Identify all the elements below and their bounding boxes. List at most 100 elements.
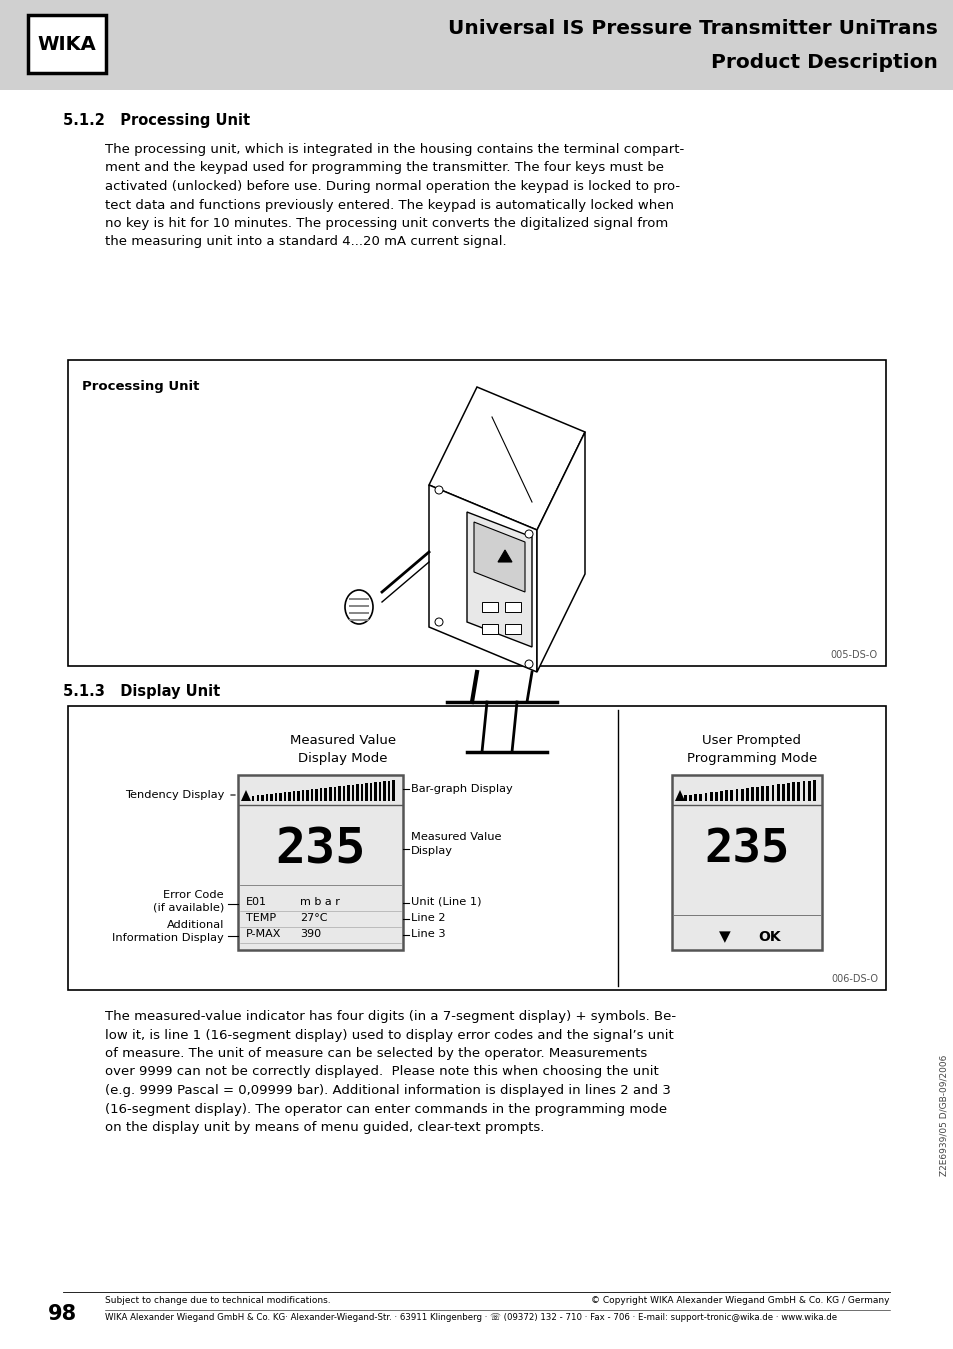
Text: over 9999 can not be correctly displayed.  Please note this when choosing the un: over 9999 can not be correctly displayed… (105, 1066, 659, 1078)
Text: (if available): (if available) (152, 902, 224, 912)
Bar (781, 784, 784, 801)
Bar (383, 781, 386, 801)
Bar (807, 781, 810, 801)
Circle shape (435, 486, 442, 494)
Text: on the display unit by means of menu guided, clear-text prompts.: on the display unit by means of menu gui… (105, 1121, 544, 1135)
Bar (812, 780, 815, 801)
Polygon shape (537, 432, 584, 672)
Bar (349, 619, 369, 621)
Bar (745, 788, 748, 801)
Bar (740, 789, 742, 801)
Text: 006-DS-O: 006-DS-O (830, 974, 877, 983)
Bar (270, 793, 273, 801)
Bar (274, 793, 277, 801)
Bar (365, 782, 368, 801)
Text: Error Code: Error Code (163, 890, 224, 900)
Bar (704, 793, 707, 801)
Bar (68, 360, 885, 666)
Text: ment and the keypad used for programming the transmitter. The four keys must be: ment and the keypad used for programming… (105, 162, 663, 174)
Bar (370, 782, 372, 801)
Bar (694, 795, 697, 801)
Bar (349, 598, 369, 600)
Text: Subject to change due to technical modifications.: Subject to change due to technical modif… (105, 1296, 331, 1304)
Polygon shape (474, 522, 524, 592)
Bar (293, 791, 295, 801)
Bar (315, 789, 317, 801)
Text: tect data and functions previously entered. The keypad is automatically locked w: tect data and functions previously enter… (105, 198, 673, 212)
Polygon shape (429, 486, 537, 672)
Bar (504, 625, 520, 634)
Text: activated (unlocked) before use. During normal operation the keypad is locked to: activated (unlocked) before use. During … (105, 179, 679, 193)
Bar (388, 781, 390, 801)
Bar (283, 792, 286, 801)
Bar (671, 774, 821, 950)
Bar (324, 788, 327, 801)
Bar (791, 782, 794, 801)
Bar (279, 792, 281, 801)
Bar (288, 792, 291, 801)
Text: (e.g. 9999 Pascal = 0,09999 bar). Additional information is displayed in lines 2: (e.g. 9999 Pascal = 0,09999 bar). Additi… (105, 1085, 670, 1097)
Bar (319, 788, 322, 801)
Bar (801, 781, 804, 801)
Text: Additional: Additional (167, 920, 224, 929)
Bar (237, 774, 402, 950)
Text: The processing unit, which is integrated in the housing contains the terminal co: The processing unit, which is integrated… (105, 143, 683, 156)
Bar (714, 792, 717, 801)
Text: Measured Value: Measured Value (290, 734, 395, 747)
Bar (329, 786, 332, 801)
Text: m b a r: m b a r (299, 897, 339, 907)
Circle shape (524, 530, 533, 538)
Text: Processing Unit: Processing Unit (82, 380, 199, 393)
Text: ▼: ▼ (718, 929, 730, 944)
Polygon shape (675, 791, 684, 801)
Bar (342, 785, 345, 801)
Text: 390: 390 (299, 929, 321, 939)
Ellipse shape (345, 590, 373, 625)
Text: Display Mode: Display Mode (298, 751, 387, 765)
Bar (337, 786, 340, 801)
Bar (771, 785, 774, 801)
Bar (374, 782, 376, 801)
Bar (352, 785, 354, 801)
Text: Programming Mode: Programming Mode (686, 751, 817, 765)
Circle shape (524, 660, 533, 668)
Text: Bar-graph Display: Bar-graph Display (411, 784, 512, 795)
Bar (265, 795, 268, 801)
Bar (378, 781, 381, 801)
Text: Display: Display (411, 846, 453, 857)
Circle shape (435, 618, 442, 626)
Text: Measured Value: Measured Value (411, 832, 501, 842)
Bar (504, 602, 520, 612)
Bar (240, 778, 400, 803)
Bar (349, 612, 369, 614)
Text: Unit (Line 1): Unit (Line 1) (411, 897, 481, 907)
Text: Line 3: Line 3 (411, 929, 445, 939)
Bar (0, 0, 953, 90)
Bar (311, 789, 314, 801)
Bar (256, 795, 259, 801)
Text: OK: OK (758, 929, 780, 944)
Bar (392, 780, 395, 801)
Text: Tendency Display: Tendency Display (125, 791, 224, 800)
Text: low it, is line 1 (16-segment display) used to display error codes and the signa: low it, is line 1 (16-segment display) u… (105, 1028, 673, 1041)
Bar (699, 793, 701, 801)
Text: The measured-value indicator has four digits (in a 7-segment display) + symbols.: The measured-value indicator has four di… (105, 1010, 676, 1023)
Polygon shape (241, 791, 251, 801)
Polygon shape (497, 550, 512, 563)
Polygon shape (467, 513, 532, 648)
Text: (16-segment display). The operator can enter commands in the programming mode: (16-segment display). The operator can e… (105, 1102, 666, 1116)
Bar (68, 706, 885, 990)
Text: P-MAX: P-MAX (246, 929, 281, 939)
Text: 5.1.2   Processing Unit: 5.1.2 Processing Unit (63, 113, 250, 128)
Text: 005-DS-O: 005-DS-O (830, 650, 877, 660)
Text: the measuring unit into a standard 4...20 mA current signal.: the measuring unit into a standard 4...2… (105, 236, 506, 248)
Text: Information Display: Information Display (112, 934, 224, 943)
Text: 235: 235 (275, 826, 365, 874)
Text: Universal IS Pressure Transmitter UniTrans: Universal IS Pressure Transmitter UniTra… (448, 19, 937, 38)
Bar (347, 785, 350, 801)
Bar (261, 795, 263, 801)
Bar (786, 782, 789, 801)
Bar (776, 784, 779, 801)
Bar (252, 796, 254, 801)
Text: © Copyright WIKA Alexander Wiegand GmbH & Co. KG / Germany: © Copyright WIKA Alexander Wiegand GmbH … (591, 1296, 889, 1304)
